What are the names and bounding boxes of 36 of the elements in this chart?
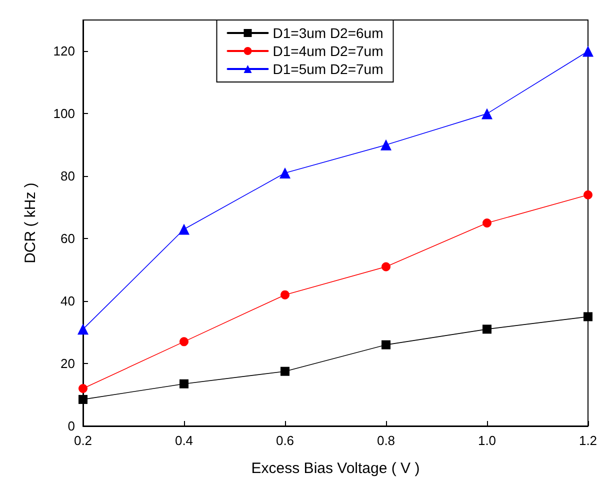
- point: [380, 139, 392, 150]
- x-tick-label: 1.0: [478, 433, 496, 448]
- point: [280, 168, 290, 179]
- legend-label: D1=3um D2=6um: [272, 25, 384, 41]
- point: [482, 218, 492, 228]
- x-tick-label: 1.2: [578, 433, 598, 448]
- x-tick-label: 0.2: [74, 433, 92, 448]
- y-tick-label: 100: [53, 106, 75, 122]
- point: [78, 324, 88, 335]
- point: [582, 46, 594, 57]
- point: [584, 312, 592, 322]
- point: [482, 324, 492, 334]
- point: [180, 337, 188, 346]
- point: [482, 108, 492, 120]
- point: [382, 340, 390, 350]
- point: [180, 379, 188, 388]
- y-tick-label: 20: [60, 356, 75, 372]
- y-tick-label: 80: [60, 168, 75, 184]
- point: [78, 384, 88, 394]
- y-axis-title: DCR ( kHz ): [22, 182, 39, 264]
- x-tick-label: 0.4: [174, 433, 194, 448]
- y-tick-label: 120: [53, 44, 75, 59]
- x-tick-label: 0.8: [376, 433, 396, 448]
- legend-label: D1=5um D2=7um: [272, 61, 384, 77]
- y-tick-label: 0: [68, 418, 75, 434]
- point: [584, 190, 592, 200]
- point: [78, 394, 88, 404]
- x-tick-label: 0.6: [276, 433, 294, 448]
- point: [178, 224, 190, 235]
- point: [280, 366, 290, 376]
- point: [280, 290, 290, 300]
- y-tick-label: 60: [60, 231, 75, 246]
- y-tick-label: 40: [60, 294, 75, 309]
- point: [382, 262, 390, 272]
- legend-label: D1=4um D2=7um: [272, 43, 384, 59]
- x-axis-title: Excess Bias Voltage ( V ): [251, 460, 420, 477]
